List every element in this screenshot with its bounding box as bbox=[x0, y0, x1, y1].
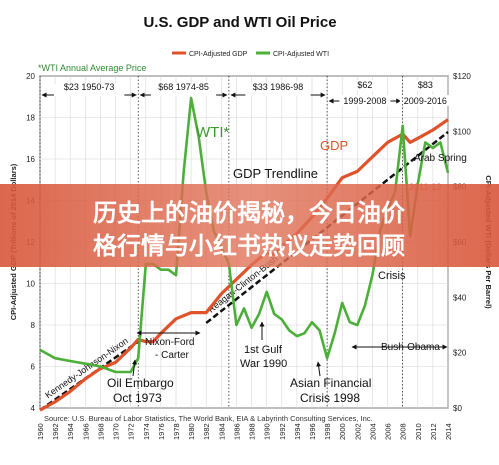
y-right-tick-label: $120 bbox=[453, 72, 471, 81]
y-right-tick-label: $100 bbox=[453, 127, 471, 136]
gdp-annotation: GDP bbox=[320, 138, 348, 153]
x-tick-label: 1960 bbox=[36, 423, 45, 440]
period-label-bg bbox=[150, 84, 217, 96]
gdp-trendline-annotation: GDP Trendline bbox=[233, 166, 318, 181]
wti-annotation: WTI* bbox=[196, 124, 229, 141]
overlay-headline-line1: 历史上的油价揭秘，今日油价 bbox=[93, 199, 406, 227]
x-tick-label: 2002 bbox=[353, 423, 362, 440]
x-axis-ticks: 1960 1962 1964 1966 1968 1970 1972 1974 1976 1978… bbox=[36, 423, 453, 440]
chart-subtitle: *WTI Annual Average Price bbox=[38, 63, 146, 73]
period-sub-label: 2009-2016 bbox=[404, 96, 447, 106]
x-tick-label: 1998 bbox=[323, 423, 332, 440]
x-tick-label: 1988 bbox=[248, 423, 257, 440]
y-left-tick-label: 6 bbox=[31, 363, 36, 372]
carter-annotation: - Carter bbox=[155, 350, 190, 361]
y-left-tick-label: 10 bbox=[26, 280, 35, 289]
x-tick-label: 1980 bbox=[187, 423, 196, 440]
oil-embargo-annotation: Oil Embargo bbox=[107, 376, 174, 390]
x-tick-label: 1968 bbox=[96, 423, 105, 440]
y-left-tick-label: 18 bbox=[26, 114, 35, 123]
x-tick-label: 1966 bbox=[81, 423, 90, 440]
x-tick-label: 2010 bbox=[414, 423, 423, 440]
x-tick-label: 2006 bbox=[384, 423, 393, 440]
source-note: Source: U.S. Bureau of Labor Statistics,… bbox=[44, 414, 373, 423]
x-tick-label: 1970 bbox=[112, 423, 121, 440]
x-tick-label: 1974 bbox=[142, 423, 151, 440]
period-label-bg bbox=[413, 80, 438, 91]
x-tick-label: 2014 bbox=[444, 423, 453, 440]
period-label: $23 1950-73 bbox=[64, 82, 115, 92]
price-periods: $23 1950-73 $68 1974-85 $33 1986-98 $62 1999… bbox=[39, 76, 451, 408]
y-left-tick-label: 4 bbox=[31, 404, 36, 413]
period-label: $83 bbox=[418, 80, 433, 90]
period-label-bg bbox=[353, 80, 377, 91]
period-label: $62 bbox=[357, 80, 372, 90]
x-tick-label: 1978 bbox=[172, 423, 181, 440]
period-label: $68 1974-85 bbox=[158, 82, 209, 92]
x-tick-label: 1994 bbox=[293, 423, 302, 440]
x-tick-label: 1984 bbox=[217, 423, 226, 440]
x-tick-label: 1986 bbox=[232, 423, 241, 440]
y-right-tick-label: $40 bbox=[453, 293, 467, 302]
x-tick-label: 1976 bbox=[157, 423, 166, 440]
x-tick-label: 1982 bbox=[202, 423, 211, 440]
asian-crisis-annotation: Asian Financial bbox=[290, 376, 371, 390]
period-label-bg bbox=[245, 84, 311, 96]
x-tick-label: 2004 bbox=[368, 423, 377, 440]
period-sub-bg bbox=[339, 95, 391, 106]
x-tick-label: 1992 bbox=[278, 423, 287, 440]
period-sub-label: 1999-2008 bbox=[343, 96, 386, 106]
period-label: $33 1986-98 bbox=[253, 82, 304, 92]
y-left-tick-label: 8 bbox=[31, 321, 36, 330]
chart-legend: CPI-Adjusted GDP CPI-Adjusted WTI bbox=[172, 51, 329, 58]
x-tick-label: 2012 bbox=[429, 423, 438, 440]
embargo-pointer bbox=[131, 359, 137, 377]
oil-embargo-date-annotation: Oct 1973 bbox=[113, 391, 162, 405]
gulf-war-year-annotation: War 1990 bbox=[240, 358, 287, 370]
asian-pointer bbox=[316, 361, 322, 377]
y-left-tick-label: 16 bbox=[26, 155, 35, 164]
y-right-tick-label: $20 bbox=[453, 349, 467, 358]
overlay-band bbox=[0, 184, 499, 267]
legend-wti-label: CPI-Adjusted WTI bbox=[273, 51, 329, 58]
gulf-war-annotation: 1st Gulf bbox=[244, 344, 283, 356]
x-tick-label: 1962 bbox=[51, 423, 60, 440]
y-left-tick-label: 20 bbox=[26, 72, 35, 81]
gdp-series-line bbox=[39, 118, 449, 412]
period-sub-bg bbox=[399, 95, 451, 106]
overlay-headline-line2: 格行情与小红书热议走势回顾 bbox=[93, 232, 405, 260]
x-tick-label: 1990 bbox=[263, 423, 272, 440]
x-tick-label: 1996 bbox=[308, 423, 317, 440]
asian-crisis-year-annotation: Crisis 1998 bbox=[300, 391, 360, 405]
period-label-bg bbox=[53, 84, 125, 96]
x-tick-label: 1964 bbox=[66, 423, 75, 440]
x-tick-label: 2000 bbox=[338, 423, 347, 440]
x-tick-label: 1972 bbox=[127, 423, 136, 440]
x-tick-label: 2008 bbox=[399, 423, 408, 440]
arab-spring-annotation: Arab Spring bbox=[414, 153, 467, 164]
nixon-ford-annotation: Nixon-Ford bbox=[145, 337, 194, 348]
y-right-tick-label: $0 bbox=[453, 404, 462, 413]
chart-title: U.S. GDP and WTI Oil Price bbox=[143, 14, 336, 31]
legend-gdp-label: CPI-Adjusted GDP bbox=[189, 51, 248, 58]
crisis-annotation: Crisis bbox=[378, 270, 406, 282]
